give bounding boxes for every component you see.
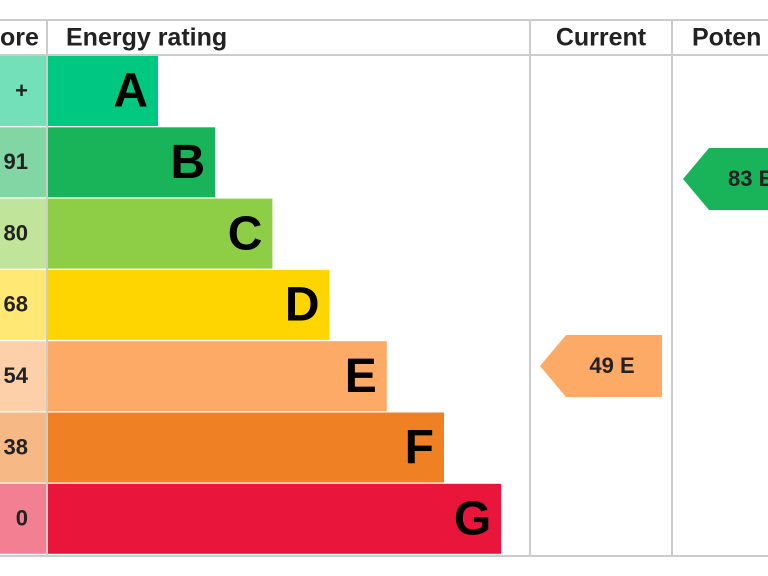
- band-letter: D: [285, 279, 320, 332]
- header-potential: Poten: [692, 24, 761, 52]
- potential-label: 83 B: [728, 166, 768, 191]
- potential-arrow: [683, 148, 768, 210]
- score-label: +: [15, 78, 28, 103]
- score-cell: [0, 269, 46, 340]
- score-cell: [0, 56, 46, 126]
- band-letter: C: [228, 207, 263, 260]
- score-label: 91: [4, 149, 28, 174]
- band-letter: G: [454, 492, 491, 545]
- band-letter: A: [113, 65, 148, 118]
- score-cell: [0, 412, 46, 483]
- band-bar: [48, 412, 444, 483]
- current-label: 49 E: [589, 353, 634, 378]
- header-current: Current: [556, 24, 647, 52]
- score-cell: [0, 127, 46, 198]
- score-label: 0: [16, 506, 28, 531]
- band-bar: [48, 341, 387, 412]
- band-bar: [48, 483, 502, 554]
- band-bar: [48, 56, 158, 126]
- arrows: 49 E 83 B: [540, 148, 768, 397]
- band-bar: [48, 269, 330, 340]
- score-label: 68: [4, 292, 28, 317]
- score-label: 38: [4, 434, 28, 459]
- band-bar: [48, 198, 273, 269]
- current-arrow: [540, 335, 662, 397]
- band-letter: B: [171, 136, 206, 189]
- band-bar: [48, 127, 216, 198]
- header-score: ore: [0, 24, 39, 52]
- band-letter: F: [405, 421, 434, 474]
- score-label: 80: [4, 220, 28, 245]
- score-cell: [0, 198, 46, 269]
- header-rating: Energy rating: [66, 24, 227, 52]
- score-label: 54: [4, 363, 29, 388]
- bands: + A 91 B 80 C 68 D 54 E 38 F 0 G: [0, 56, 502, 554]
- score-cell: [0, 341, 46, 412]
- score-cell: [0, 483, 46, 554]
- band-letter: E: [345, 350, 377, 403]
